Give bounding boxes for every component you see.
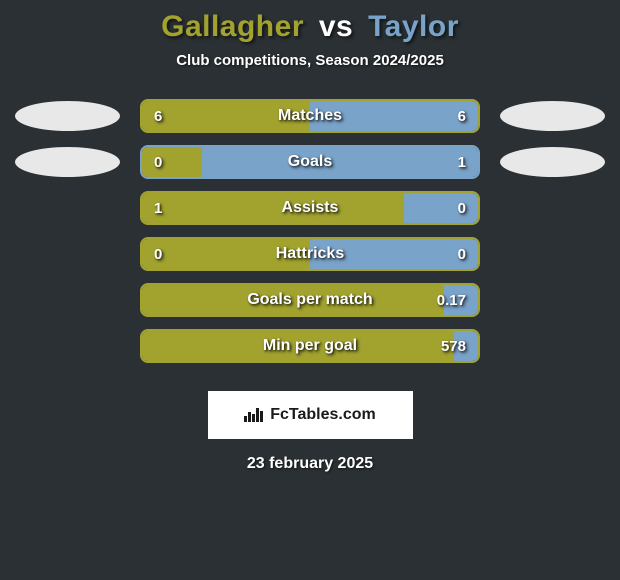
stat-row: 66Matches (0, 99, 620, 133)
right-badge-icon (500, 101, 605, 131)
stat-bar: 0.17Goals per match (140, 283, 480, 317)
stat-bar: 10Assists (140, 191, 480, 225)
stat-row: 10Assists (0, 191, 620, 225)
fill-right (310, 239, 478, 269)
comparison-infographic: Gallagher vs Taylor Club competitions, S… (0, 0, 620, 473)
stat-row: 0.17Goals per match (0, 283, 620, 317)
title-vs: vs (319, 10, 353, 43)
left-badge-icon (15, 101, 120, 131)
fill-left (142, 285, 444, 315)
footer-attribution: FcTables.com (208, 391, 413, 439)
fill-right (310, 101, 478, 131)
date-text: 23 february 2025 (0, 455, 620, 473)
left-badge-icon (15, 147, 120, 177)
stat-rows: 66Matches 01Goals 10Assists 00Hattricks 0.17… (0, 99, 620, 363)
title: Gallagher vs Taylor (0, 10, 620, 44)
stat-bar: 578Min per goal (140, 329, 480, 363)
subtitle: Club competitions, Season 2024/2025 (0, 52, 620, 69)
fctables-logo-icon (244, 408, 263, 422)
fill-right (444, 285, 478, 315)
fill-right (454, 331, 478, 361)
stat-row: 578Min per goal (0, 329, 620, 363)
title-player1: Gallagher (161, 10, 304, 43)
stat-row: 01Goals (0, 145, 620, 179)
fill-right (202, 147, 478, 177)
title-player2: Taylor (368, 10, 459, 43)
fill-left (142, 331, 454, 361)
stat-row: 00Hattricks (0, 237, 620, 271)
stat-bar: 01Goals (140, 145, 480, 179)
footer-text: FcTables.com (270, 406, 376, 424)
right-badge-icon (500, 147, 605, 177)
fill-left (142, 101, 310, 131)
stat-bar: 00Hattricks (140, 237, 480, 271)
stat-bar: 66Matches (140, 99, 480, 133)
fill-right (404, 193, 478, 223)
fill-left (142, 147, 202, 177)
fill-left (142, 239, 310, 269)
fill-left (142, 193, 404, 223)
